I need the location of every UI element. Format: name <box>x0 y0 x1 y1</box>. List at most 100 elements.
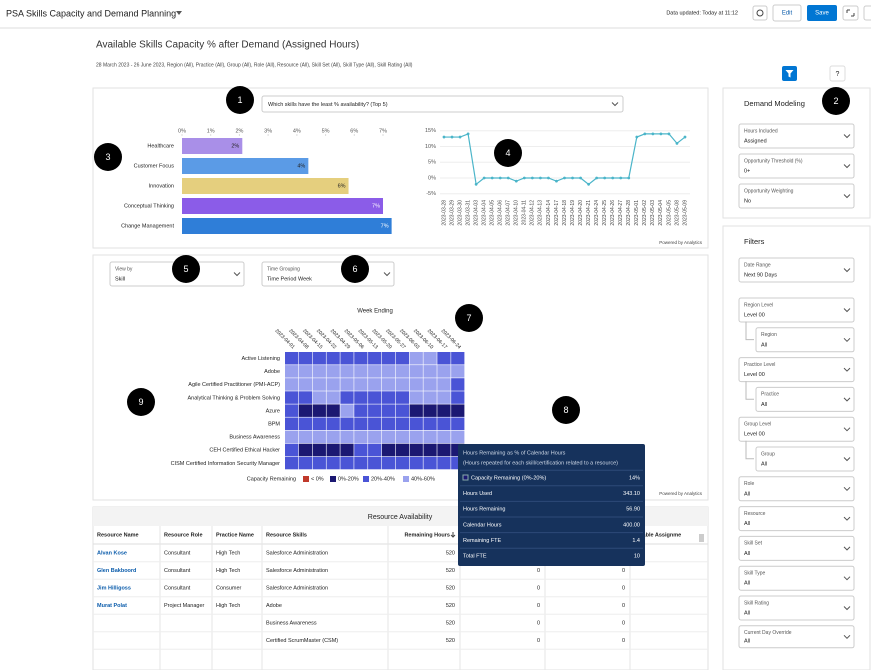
heat-cell[interactable] <box>451 378 465 391</box>
heat-cell[interactable] <box>354 352 368 365</box>
heat-cell[interactable] <box>381 378 396 391</box>
question-select[interactable] <box>261 95 624 113</box>
heat-cell[interactable] <box>395 365 410 378</box>
select-box[interactable] <box>738 123 855 149</box>
help-button[interactable] <box>829 65 846 82</box>
heat-cell[interactable] <box>285 378 299 391</box>
heat-cell[interactable] <box>437 443 451 457</box>
heat-cell[interactable] <box>423 456 437 470</box>
select-box[interactable] <box>755 386 855 412</box>
heat-cell[interactable] <box>368 430 382 444</box>
save-button[interactable] <box>807 5 837 21</box>
heat-cell[interactable] <box>409 404 423 417</box>
heat-cell[interactable] <box>437 378 451 391</box>
heat-cell[interactable] <box>368 391 382 404</box>
heat-cell[interactable] <box>312 417 326 431</box>
heat-cell[interactable] <box>368 352 382 365</box>
select-box[interactable] <box>738 153 855 179</box>
heat-cell[interactable] <box>395 443 410 457</box>
app-menu-caret[interactable] <box>176 11 182 15</box>
table-cell[interactable]: Murat Polat <box>97 603 127 609</box>
heat-cell[interactable] <box>409 456 423 470</box>
select-box[interactable] <box>738 357 855 383</box>
heat-cell[interactable] <box>423 443 437 457</box>
heat-cell[interactable] <box>395 417 410 431</box>
heat-cell[interactable] <box>409 430 423 444</box>
heat-cell[interactable] <box>437 391 451 404</box>
heat-cell[interactable] <box>368 378 382 391</box>
heat-cell[interactable] <box>354 456 368 470</box>
heat-cell[interactable] <box>381 456 396 470</box>
heat-cell[interactable] <box>312 391 326 404</box>
heat-cell[interactable] <box>312 443 326 457</box>
heat-cell[interactable] <box>298 456 313 470</box>
select-box[interactable] <box>738 565 855 591</box>
heat-cell[interactable] <box>285 391 299 404</box>
heat-cell[interactable] <box>423 365 437 378</box>
heat-cell[interactable] <box>340 378 354 391</box>
heat-cell[interactable] <box>326 391 340 404</box>
heat-cell[interactable] <box>409 365 423 378</box>
heat-cell[interactable] <box>340 456 354 470</box>
heat-cell[interactable] <box>312 430 326 444</box>
heat-cell[interactable] <box>423 417 437 431</box>
heat-cell[interactable] <box>340 443 354 457</box>
heat-cell[interactable] <box>381 443 396 457</box>
heat-cell[interactable] <box>312 404 326 417</box>
heat-cell[interactable] <box>395 352 410 365</box>
heat-cell[interactable] <box>409 417 423 431</box>
heat-cell[interactable] <box>354 417 368 431</box>
heat-cell[interactable] <box>395 456 410 470</box>
select-box[interactable] <box>738 595 855 621</box>
heat-cell[interactable] <box>381 365 396 378</box>
heat-cell[interactable] <box>312 365 326 378</box>
select-box[interactable] <box>738 535 855 561</box>
heat-cell[interactable] <box>354 443 368 457</box>
table-cell[interactable]: Alvan Kose <box>97 550 127 556</box>
heat-cell[interactable] <box>298 404 313 417</box>
heat-cell[interactable] <box>381 430 396 444</box>
heat-cell[interactable] <box>340 404 354 417</box>
heat-cell[interactable] <box>395 430 410 444</box>
heat-cell[interactable] <box>285 456 299 470</box>
heat-cell[interactable] <box>437 365 451 378</box>
heat-cell[interactable] <box>381 404 396 417</box>
heat-cell[interactable] <box>285 365 299 378</box>
select-box[interactable] <box>755 446 855 472</box>
heat-cell[interactable] <box>340 430 354 444</box>
heat-cell[interactable] <box>381 391 396 404</box>
heat-cell[interactable] <box>368 365 382 378</box>
heat-cell[interactable] <box>298 352 313 365</box>
table-cell[interactable]: Glen Bakboord <box>97 568 136 574</box>
heat-cell[interactable] <box>312 352 326 365</box>
heat-cell[interactable] <box>285 404 299 417</box>
heat-cell[interactable] <box>451 430 465 444</box>
heat-cell[interactable] <box>340 365 354 378</box>
heat-cell[interactable] <box>451 404 465 417</box>
select-box[interactable] <box>738 506 855 532</box>
heat-cell[interactable] <box>354 430 368 444</box>
heat-cell[interactable] <box>368 417 382 431</box>
heat-cell[interactable] <box>423 430 437 444</box>
heat-cell[interactable] <box>326 404 340 417</box>
heat-cell[interactable] <box>298 365 313 378</box>
heat-cell[interactable] <box>423 378 437 391</box>
heat-cell[interactable] <box>423 391 437 404</box>
heat-cell[interactable] <box>437 430 451 444</box>
heat-cell[interactable] <box>409 352 423 365</box>
heat-cell[interactable] <box>409 378 423 391</box>
heat-cell[interactable] <box>437 456 451 470</box>
heat-cell[interactable] <box>381 417 396 431</box>
heat-cell[interactable] <box>451 365 465 378</box>
heat-cell[interactable] <box>437 417 451 431</box>
heat-cell[interactable] <box>326 430 340 444</box>
heat-cell[interactable] <box>298 378 313 391</box>
heat-cell[interactable] <box>326 378 340 391</box>
heat-cell[interactable] <box>451 352 465 365</box>
heat-cell[interactable] <box>368 404 382 417</box>
more-button[interactable] <box>863 5 871 21</box>
heat-cell[interactable] <box>298 417 313 431</box>
select-box[interactable] <box>738 416 855 442</box>
heat-cell[interactable] <box>326 417 340 431</box>
heat-cell[interactable] <box>451 417 465 431</box>
